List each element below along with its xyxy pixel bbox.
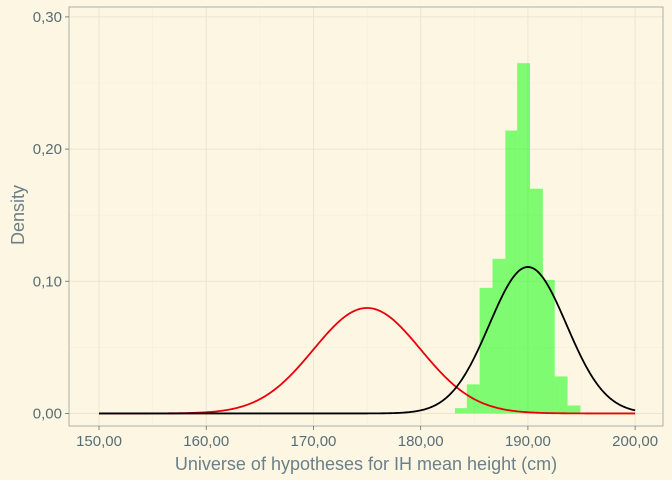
plot-panel bbox=[68, 6, 664, 427]
histogram-bar bbox=[505, 130, 518, 414]
histogram-bar bbox=[554, 376, 568, 414]
x-tick-label: 160,00 bbox=[183, 433, 229, 450]
histogram-bar bbox=[454, 408, 467, 414]
panel-border bbox=[68, 6, 664, 427]
y-tick-label: 0,30 bbox=[33, 9, 62, 26]
histogram-bar bbox=[542, 279, 555, 414]
x-tick-label: 180,00 bbox=[398, 433, 444, 450]
histogram-bar bbox=[517, 63, 531, 414]
y-tick-label: 0,00 bbox=[33, 405, 62, 422]
histogram-bar bbox=[492, 258, 506, 414]
histogram-bar bbox=[567, 405, 581, 414]
x-axis: 150,00 160,00 170,00 180,00 190,00 200,00 bbox=[76, 426, 658, 450]
histogram-bar bbox=[530, 188, 543, 414]
y-axis: 0,00 0,10 0,20 0,30 bbox=[33, 9, 69, 422]
y-axis-title: Density bbox=[8, 185, 28, 245]
histogram-bars bbox=[454, 63, 581, 414]
density-curves bbox=[99, 266, 636, 415]
x-tick-label: 150,00 bbox=[76, 433, 122, 450]
histogram-bar bbox=[479, 287, 493, 414]
x-tick-label: 170,00 bbox=[291, 433, 337, 450]
x-tick-label: 200,00 bbox=[612, 433, 658, 450]
x-tick-label: 190,00 bbox=[505, 433, 551, 450]
density-curve bbox=[99, 266, 636, 415]
y-tick-label: 0,10 bbox=[33, 273, 62, 290]
x-axis-title: Universe of hypotheses for IH mean heigh… bbox=[175, 454, 557, 474]
y-tick-label: 0,20 bbox=[33, 141, 62, 158]
